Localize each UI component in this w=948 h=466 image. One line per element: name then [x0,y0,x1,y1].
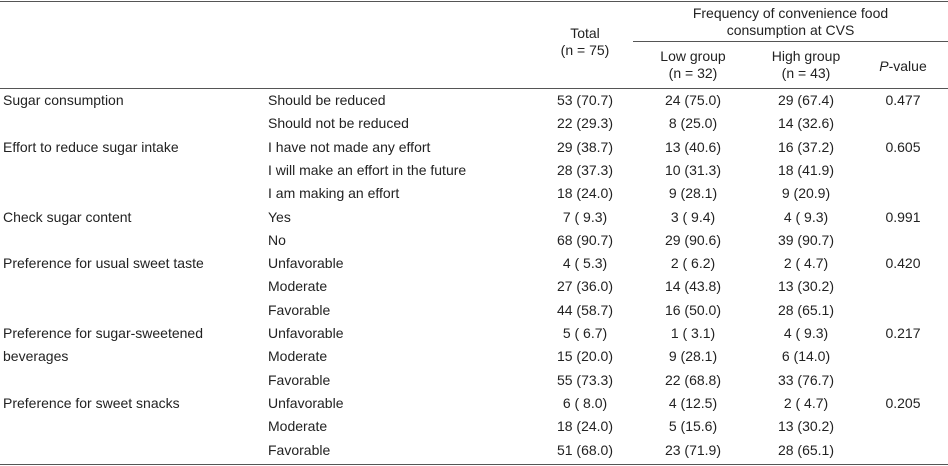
category-cell: I have not made any effort [268,138,431,155]
high-group-cell: 9 (20.9) [781,185,831,202]
high-group-cell: 28 (65.1) [777,441,835,458]
header-p-rest: -value [888,58,927,74]
high-group-cell: 2 ( 4.7) [783,255,829,272]
total-cell: 18 (24.0) [556,418,614,435]
total-cell: 53 (70.7) [556,92,614,108]
header-total-line1: Total [570,25,600,41]
group-header-rule [633,41,948,42]
category-cell: I am making an effort [268,185,400,202]
header-total-line2: (n = 75) [560,42,610,58]
low-group-cell: 4 (12.5) [668,394,718,411]
header-frequency-line2: consumption at CVS [726,22,855,38]
category-cell: Moderate [268,278,328,295]
p-value-cell: 0.605 [885,138,921,155]
total-cell: 18 (24.0) [556,185,614,202]
category-cell: Favorable [268,371,331,388]
low-group-cell: 5 (15.6) [668,418,718,435]
category-cell: Moderate [268,348,328,365]
category-cell: Moderate [268,418,328,435]
header-high-group: High group (n = 43) [756,48,856,82]
total-cell: 51 (68.0) [556,441,614,458]
low-group-cell: 9 (28.1) [668,348,718,365]
high-group-cell: 33 (76.7) [777,371,835,388]
high-group-cell: 14 (32.6) [777,115,835,132]
category-cell: Should not be reduced [268,115,409,132]
low-group-cell: 22 (68.8) [664,371,722,388]
high-group-cell: 4 ( 9.3) [783,208,829,225]
low-group-cell: 23 (71.9) [664,441,722,458]
low-group-cell: 29 (90.6) [664,231,722,248]
high-group-cell: 13 (30.2) [777,418,835,435]
header-frequency: Frequency of convenience food consumptio… [633,5,948,39]
category-cell: Favorable [268,441,331,458]
low-group-cell: 8 (25.0) [668,115,718,132]
p-value-cell: 0.205 [885,394,921,411]
total-cell: 22 (29.3) [556,115,614,132]
category-cell: Favorable [268,301,331,318]
high-group-cell: 2 ( 4.7) [783,394,829,411]
variable-cell: Sugar consumption [3,92,124,108]
total-cell: 55 (73.3) [556,371,614,388]
variable-cell: Check sugar content [3,208,132,225]
total-cell: 29 (38.7) [556,138,614,155]
low-group-cell: 9 (28.1) [668,185,718,202]
bottom-rule [0,464,948,465]
category-cell: I will make an effort in the future [268,161,467,178]
high-group-cell: 18 (41.9) [777,161,835,178]
category-cell: Unfavorable [268,325,344,341]
p-value-cell: 0.217 [885,325,921,341]
low-group-cell: 14 (43.8) [664,278,722,295]
category-cell: No [268,231,286,248]
total-cell: 44 (58.7) [556,301,614,318]
header-low-group: Low group (n = 32) [643,48,743,82]
high-group-cell: 4 ( 9.3) [783,325,829,341]
header-frequency-line1: Frequency of convenience food [692,5,889,21]
total-cell: 28 (37.3) [556,161,614,178]
total-cell: 5 ( 6.7) [562,325,608,341]
low-group-cell: 24 (75.0) [664,92,722,108]
variable-cell: Preference for sweet snacks [3,394,180,411]
low-group-cell: 1 ( 3.1) [670,325,716,341]
total-cell: 15 (20.0) [556,348,614,365]
high-group-cell: 28 (65.1) [777,301,835,318]
total-cell: 27 (36.0) [556,278,614,295]
category-cell: Yes [268,208,291,225]
total-cell: 68 (90.7) [556,231,614,248]
header-low-line1: Low group [660,48,726,64]
total-cell: 6 ( 8.0) [562,394,608,411]
high-group-cell: 13 (30.2) [777,278,835,295]
high-group-cell: 29 (67.4) [777,92,835,108]
header-bottom-rule [0,88,948,89]
low-group-cell: 3 ( 9.4) [670,208,716,225]
total-cell: 7 ( 9.3) [562,208,608,225]
variable-cell: Preference for sugar-sweetened [3,325,203,341]
header-p-value: P-value [858,58,948,75]
total-cell: 4 ( 5.3) [562,255,608,272]
p-value-cell: 0.477 [885,92,921,108]
high-group-cell: 39 (90.7) [777,231,835,248]
header-p-italic: P [879,58,889,74]
low-group-cell: 13 (40.6) [664,138,722,155]
category-cell: Should be reduced [268,92,386,108]
category-cell: Unfavorable [268,255,344,272]
header-total: Total (n = 75) [535,25,635,59]
low-group-cell: 2 ( 6.2) [670,255,716,272]
low-group-cell: 16 (50.0) [664,301,722,318]
header-high-line2: (n = 43) [781,65,831,81]
category-cell: Unfavorable [268,394,344,411]
variable-cell: Preference for usual sweet taste [3,255,204,272]
variable-cell: Effort to reduce sugar intake [3,138,179,155]
p-value-cell: 0.991 [885,208,921,225]
variable-cell: beverages [3,348,69,365]
high-group-cell: 6 (14.0) [781,348,831,365]
high-group-cell: 16 (37.2) [777,138,835,155]
header-high-line1: High group [771,48,841,64]
header-low-line2: (n = 32) [668,65,718,81]
p-value-cell: 0.420 [885,255,921,272]
low-group-cell: 10 (31.3) [664,161,722,178]
top-rule [0,1,948,2]
